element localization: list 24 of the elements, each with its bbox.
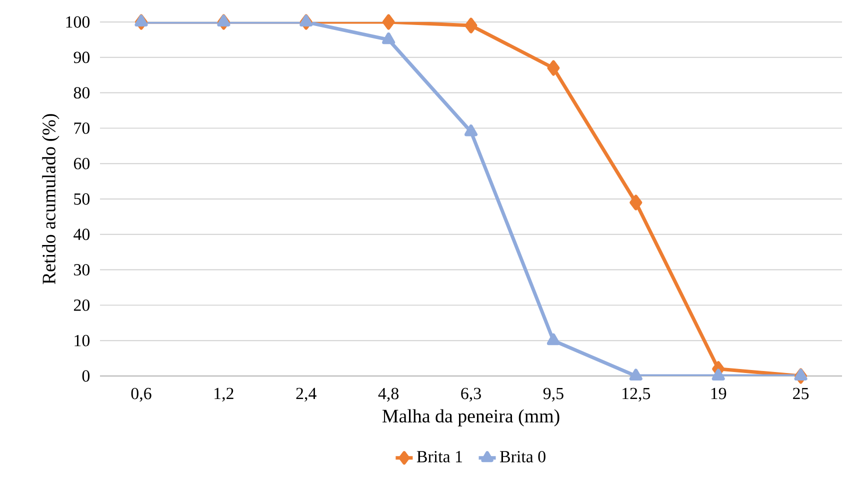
y-tick-label: 80 — [74, 87, 90, 99]
x-tick-label: 9,5 — [543, 388, 564, 402]
y-tick-label: 30 — [74, 264, 90, 276]
y-tick-label: 70 — [74, 122, 90, 134]
y-tick-label: 90 — [74, 52, 90, 64]
x-tick-label: 6,3 — [461, 388, 481, 402]
x-axis-title: Malha da peneira (mm) — [382, 409, 560, 426]
legend-label: Brita 1 — [416, 450, 462, 462]
x-tick-label: 4,8 — [378, 388, 399, 402]
x-tick-label: 25 — [793, 388, 809, 400]
x-tick-label: 12,5 — [622, 388, 650, 402]
x-tick-label: 0,6 — [131, 388, 152, 402]
legend-label: Brita 0 — [500, 450, 546, 462]
y-tick-label: 60 — [74, 158, 90, 170]
x-tick-label: 19 — [711, 388, 726, 400]
y-tick-label: 10 — [74, 334, 90, 346]
x-tick-label: 2,4 — [296, 388, 316, 402]
y-axis-title: Retido acumulado (%) — [42, 114, 60, 284]
y-tick-label: 0 — [82, 370, 90, 382]
y-tick-label: 100 — [66, 16, 90, 28]
y-tick-label: 50 — [74, 193, 90, 205]
y-tick-label: 40 — [74, 228, 90, 240]
x-tick-label: 1,2 — [214, 388, 234, 402]
y-tick-label: 20 — [74, 299, 90, 311]
